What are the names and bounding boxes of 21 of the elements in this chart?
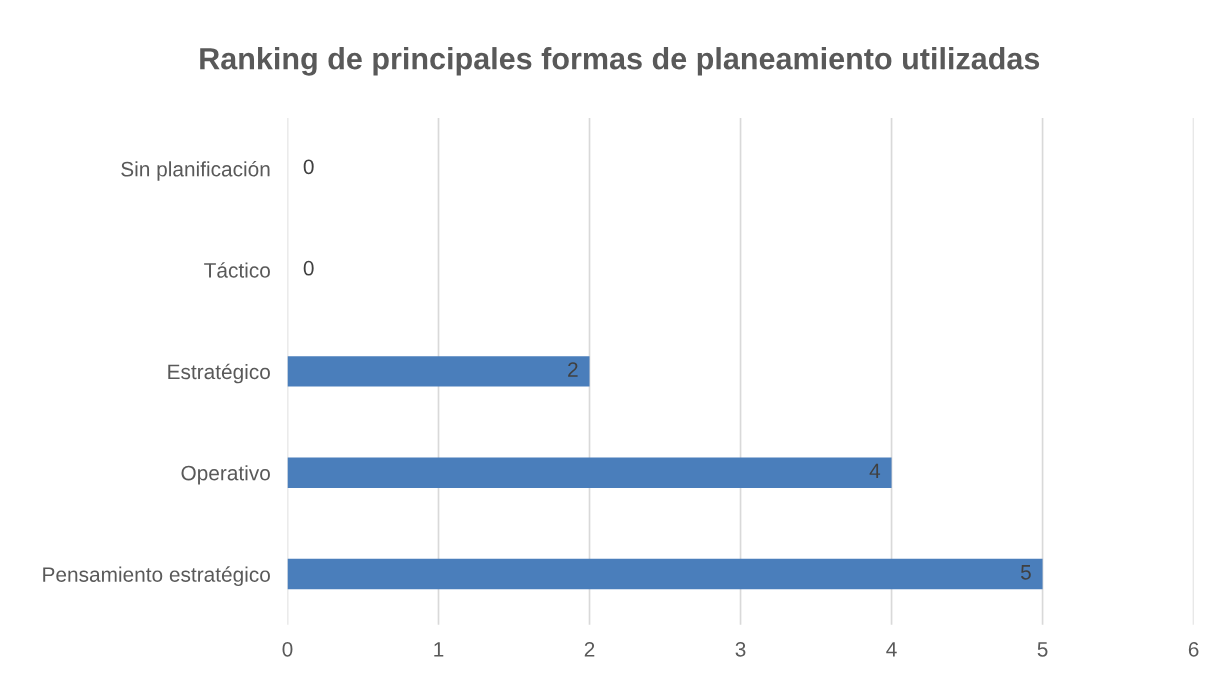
y-tick-label: Sin planificación (121, 160, 270, 181)
bar (287, 457, 892, 488)
y-tick-label: Estratégico (168, 363, 270, 384)
x-tick-label: 4 (886, 642, 897, 657)
x-tick-label: 0 (282, 641, 293, 657)
y-tick-label: Táctico (204, 262, 270, 278)
data-label: 4 (869, 463, 881, 479)
x-tick-label: 3 (735, 641, 746, 657)
x-tick-label: 5 (1037, 642, 1048, 657)
data-label: 5 (1020, 565, 1031, 580)
data-label: 0 (303, 159, 314, 175)
bar (287, 558, 1043, 590)
bar (287, 356, 590, 387)
y-tick-label: Operativo (181, 465, 270, 485)
data-label: 2 (568, 362, 578, 377)
x-tick-label: 1 (434, 642, 444, 657)
x-tick-label: 6 (1188, 641, 1199, 657)
data-label: 0 (303, 260, 314, 276)
y-tick-label: Pensamiento estratégico (43, 566, 270, 587)
chart-title: Ranking de principales formas de planeamiento utilizadas (200, 47, 1040, 76)
x-tick-label: 2 (584, 641, 595, 657)
